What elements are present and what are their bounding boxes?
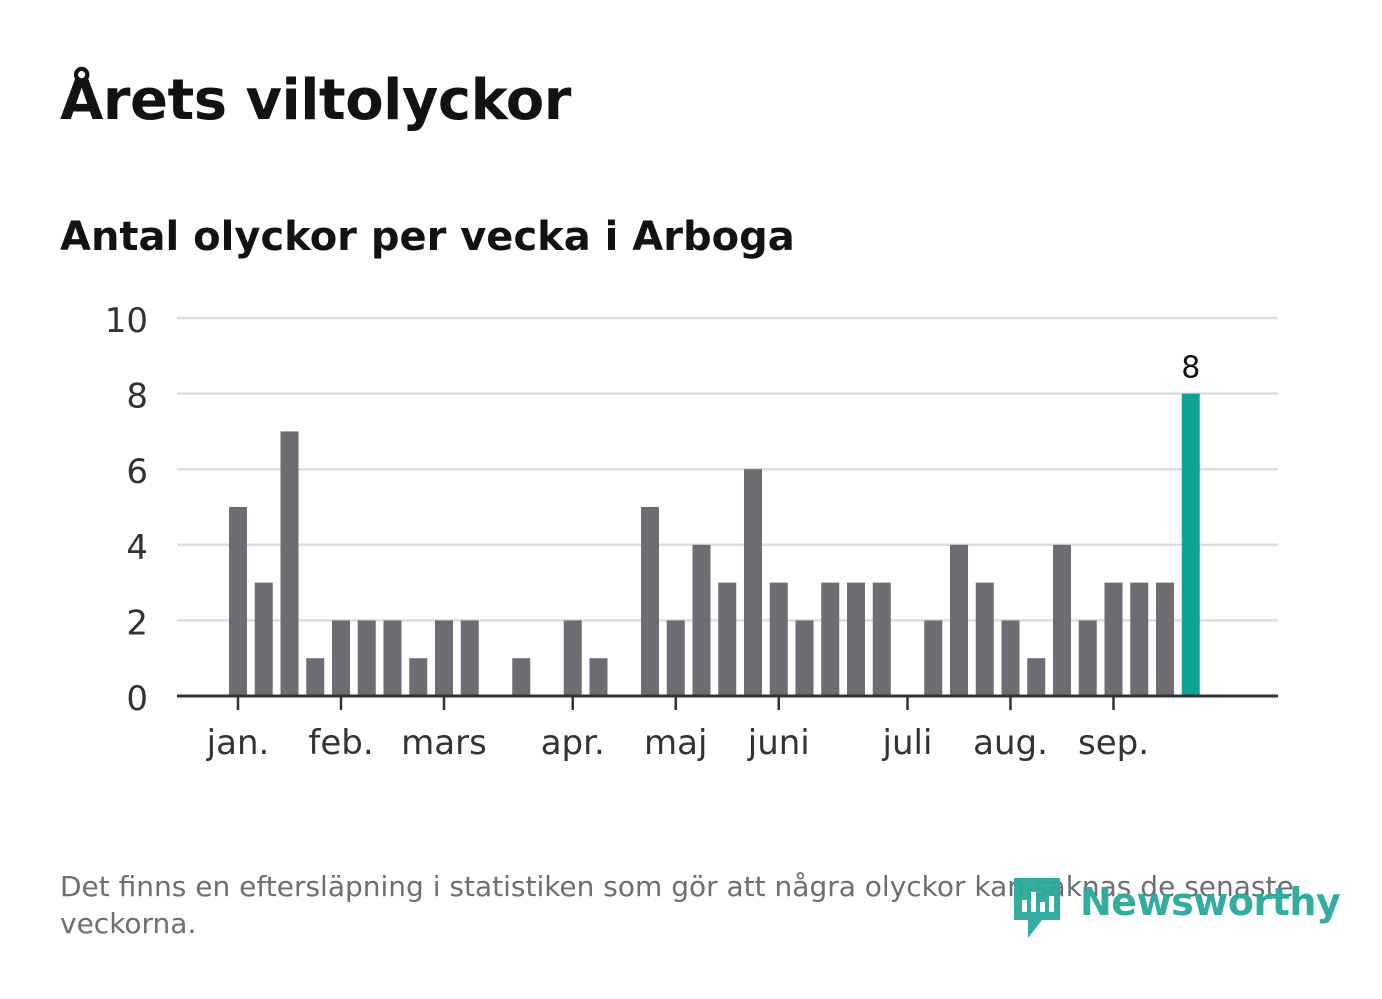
x-tick-label: juni xyxy=(747,723,810,763)
y-tick-label: 8 xyxy=(126,377,148,417)
x-tick-label: sep. xyxy=(1078,723,1149,763)
bar xyxy=(1156,582,1174,696)
bar xyxy=(589,658,608,696)
x-tick-label: juli xyxy=(882,723,933,763)
y-tick-label: 0 xyxy=(126,679,148,719)
bar xyxy=(1053,544,1071,696)
bar xyxy=(744,469,762,696)
bar xyxy=(1078,620,1097,696)
bar xyxy=(692,544,711,696)
x-tick-label: maj xyxy=(644,723,707,763)
x-axis-ticks: jan. feb. mars apr. maj juni juli aug. sep. xyxy=(206,696,1149,763)
bar xyxy=(872,582,891,696)
bar xyxy=(254,582,273,696)
bar xyxy=(769,582,788,696)
footnote: Det finns en eftersläpning i statistiken… xyxy=(60,870,1294,940)
bar xyxy=(1104,582,1123,696)
grid-lines xyxy=(177,316,1278,622)
bar xyxy=(1001,620,1020,696)
bar xyxy=(229,507,247,696)
bar xyxy=(306,658,325,696)
bar xyxy=(1130,582,1149,696)
y-tick-label: 4 xyxy=(126,528,148,568)
newsworthy-logo: Newsworthy xyxy=(1010,872,1341,942)
bar xyxy=(563,620,582,696)
x-tick-label: aug. xyxy=(973,723,1048,763)
bar xyxy=(383,620,402,696)
newsworthy-logo-icon xyxy=(1014,878,1060,938)
newsworthy-logo-text: Newsworthy xyxy=(1080,880,1341,924)
bar xyxy=(332,620,350,696)
bar xyxy=(821,582,840,696)
y-axis-ticks: 0 2 4 6 8 10 xyxy=(105,301,148,719)
data-label: 8 xyxy=(1181,351,1200,386)
bar xyxy=(795,620,814,696)
y-tick-label: 6 xyxy=(126,452,148,492)
bar xyxy=(1027,658,1046,696)
bar xyxy=(460,620,479,696)
bar xyxy=(280,431,299,696)
chart-subtitle: Antal olyckor per vecka i Arboga xyxy=(60,214,795,260)
data-labels: 8 xyxy=(1181,351,1200,386)
bars xyxy=(229,393,1200,696)
bar-chart: 0 2 4 6 8 10 jan. feb. mars apr. maj juni juli aug. s… xyxy=(105,301,1278,763)
x-tick-label: jan. xyxy=(206,723,270,763)
x-tick-label: mars xyxy=(401,723,487,763)
x-tick-label: feb. xyxy=(308,723,373,763)
bar xyxy=(435,620,453,696)
bar xyxy=(950,544,968,696)
bar xyxy=(512,658,531,696)
bar xyxy=(847,582,865,696)
bar-highlight xyxy=(1181,393,1200,696)
bar xyxy=(924,620,943,696)
chart-title: Årets viltolyckor xyxy=(60,68,571,133)
y-tick-label: 10 xyxy=(105,301,148,341)
bar xyxy=(357,620,376,696)
bar xyxy=(409,658,428,696)
bar xyxy=(718,582,737,696)
bar xyxy=(641,507,659,696)
bar xyxy=(975,582,994,696)
x-tick-label: apr. xyxy=(541,723,605,763)
bar xyxy=(666,620,685,696)
y-tick-label: 2 xyxy=(126,603,148,643)
